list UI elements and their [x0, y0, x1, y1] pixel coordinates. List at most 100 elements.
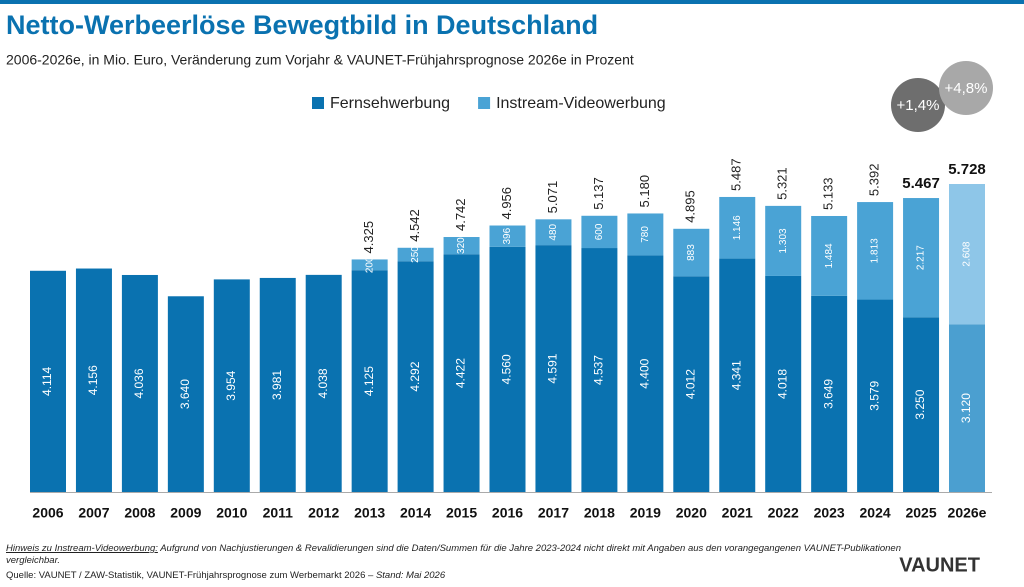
bar-segment [581, 248, 618, 492]
value-label: 4.018 [775, 369, 789, 399]
total-label: 5.071 [545, 181, 560, 214]
total-label: 5.321 [775, 167, 790, 200]
value-label: 883 [686, 244, 697, 261]
bar-segment [857, 202, 894, 300]
bar-segment [903, 198, 940, 318]
bar-segment [351, 270, 388, 492]
value-label: 4.341 [729, 360, 743, 390]
top-rule [0, 0, 1024, 4]
bar-segment [305, 274, 342, 492]
value-label: 1.484 [824, 243, 835, 268]
value-label: 4.012 [683, 369, 697, 399]
total-label: 5.180 [637, 175, 652, 208]
bar-segment [397, 247, 434, 262]
value-label: 4.036 [132, 368, 146, 398]
total-label: 4.956 [499, 187, 514, 220]
bar-segment [719, 258, 756, 492]
value-label: 4.537 [592, 355, 606, 385]
value-label: 3.120 [959, 393, 973, 423]
value-label: 780 [640, 226, 651, 243]
growth-bubble [939, 61, 993, 115]
footnote-label: Hinweis zu Instream-Videowerbung: [6, 543, 158, 554]
bar-segment [75, 268, 112, 492]
growth-bubble [891, 78, 945, 132]
value-label: 2.217 [916, 245, 927, 270]
total-label: 5.467 [902, 175, 940, 192]
value-label: 3.954 [224, 370, 238, 400]
total-label: 5.487 [729, 158, 744, 191]
source-date: Stand: Mai 2026 [375, 570, 446, 581]
footnote-text: Aufgrund von Nachjustierungen & Revalidi… [6, 543, 901, 566]
bar-segment [489, 246, 526, 492]
x-tick-label: 2019 [630, 505, 661, 521]
x-tick-label: 2023 [814, 505, 845, 521]
x-tick-label: 2012 [308, 505, 339, 521]
x-tick-label: 2007 [78, 505, 109, 521]
legend-swatch [312, 97, 324, 109]
footnote: Hinweis zu Instream-Videowerbung: Aufgru… [6, 543, 906, 567]
x-tick-label: 2017 [538, 505, 569, 521]
total-label: 4.542 [407, 209, 422, 242]
growth-label: +1,4% [897, 97, 940, 114]
bar-segment [535, 219, 572, 246]
bar-segment [857, 299, 894, 492]
value-label: 4.560 [500, 354, 514, 384]
value-label: 4.114 [40, 366, 54, 395]
x-tick-label: 2011 [263, 505, 294, 521]
value-label: 2.608 [962, 241, 973, 266]
value-label: 1.813 [870, 238, 881, 263]
total-label: 5.133 [821, 177, 836, 210]
bar-segment [535, 245, 572, 492]
value-label: 200 [364, 256, 375, 273]
value-label: 600 [594, 223, 605, 240]
bar-segment [443, 237, 480, 255]
bar-segment [903, 317, 940, 492]
value-label: 4.591 [546, 353, 560, 383]
value-label: 250 [410, 246, 421, 263]
bar-segment [765, 275, 802, 492]
bar-segment [489, 225, 526, 247]
bar-segment [627, 255, 664, 492]
bar-segment [167, 296, 204, 492]
value-label: 4.038 [316, 368, 330, 398]
chart-subtitle: 2006-2026e, in Mio. Euro, Veränderung zu… [6, 52, 634, 68]
bar-segment [949, 324, 985, 492]
value-label: 4.156 [86, 365, 100, 395]
bar-segment [351, 259, 388, 271]
value-label: 4.125 [362, 366, 376, 396]
legend-label: Instream-Videowerbung [496, 95, 666, 112]
x-tick-label: 2014 [400, 505, 431, 521]
value-label: 3.640 [178, 379, 192, 409]
value-label: 1.146 [732, 215, 743, 240]
x-tick-label: 2009 [170, 505, 201, 521]
bar-segment [213, 279, 250, 492]
bar-segment [811, 295, 848, 492]
value-label: 3.579 [867, 380, 881, 410]
x-tick-label: 2021 [722, 505, 753, 521]
bar-segment [397, 261, 434, 492]
x-tick-label: 2026e [948, 505, 987, 521]
x-tick-label: 2020 [676, 505, 707, 521]
chart-title: Netto-Werbeerlöse Bewegtbild in Deutschl… [6, 10, 598, 40]
value-label: 4.292 [408, 361, 422, 391]
bar-segment [765, 205, 802, 276]
total-label: 4.895 [683, 190, 698, 223]
bar-segment [949, 184, 985, 325]
value-label: 3.649 [821, 379, 835, 409]
x-tick-label: 2008 [124, 505, 155, 521]
legend-swatch [478, 97, 491, 109]
value-label: 480 [548, 223, 559, 240]
bar-segment [673, 228, 710, 277]
x-tick-label: 2025 [905, 505, 936, 521]
x-tick-label: 2006 [32, 505, 63, 521]
x-tick-label: 2018 [584, 505, 615, 521]
value-label: 1.303 [778, 228, 789, 253]
value-label: 4.400 [638, 358, 652, 388]
x-tick-label: 2022 [768, 505, 799, 521]
x-tick-label: 2015 [446, 505, 477, 521]
value-label: 396 [502, 227, 513, 244]
bar-segment [259, 277, 296, 492]
bar-segment [811, 215, 848, 296]
source-text: Quelle: VAUNET / ZAW-Statistik, VAUNET-F… [6, 570, 374, 581]
